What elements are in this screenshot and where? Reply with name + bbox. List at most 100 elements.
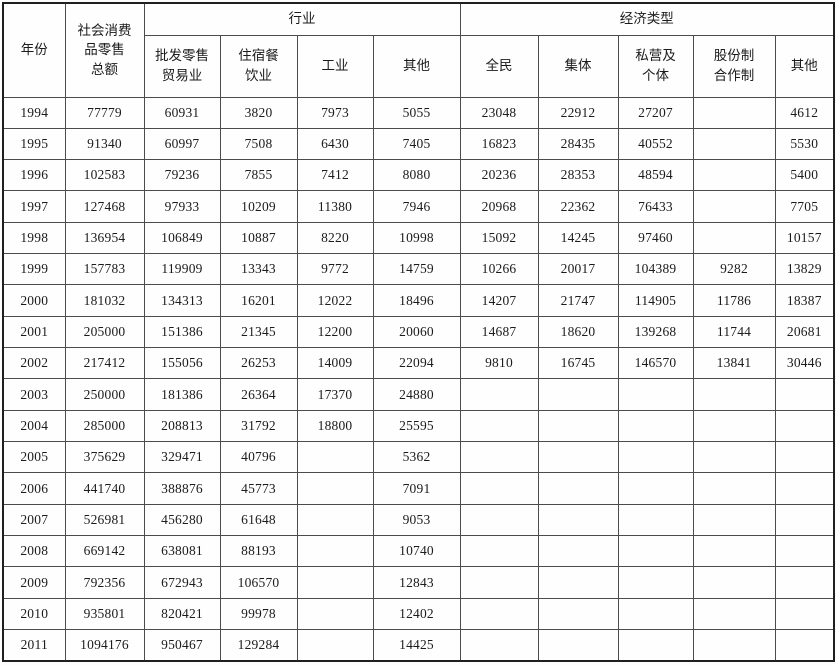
year-cell: 2006 — [2, 472, 66, 505]
value-cell — [692, 566, 776, 599]
value-cell: 97460 — [617, 221, 694, 255]
table-row: 2009 792356 672943 106570 12843 — [2, 566, 835, 599]
value-cell: 28435 — [537, 127, 619, 161]
table-row: 2011 1094176 950467 129284 14425 — [2, 629, 835, 662]
value-cell — [459, 629, 539, 662]
value-cell — [537, 597, 619, 631]
value-cell: 10887 — [219, 221, 298, 255]
table-row: 1996 102583 79236 7855 7412 8080 20236 28353 485… — [2, 159, 835, 192]
value-cell: 7705 — [774, 190, 835, 223]
value-cell: 7405 — [372, 127, 461, 161]
value-cell — [774, 535, 835, 568]
year-cell: 2008 — [2, 535, 66, 568]
value-cell — [296, 503, 374, 537]
value-cell — [617, 597, 694, 631]
table-header: 年份 社会消费 品零售 总额 行业 经济类型 批发零售 贸易业 住宿餐 饮业 工… — [2, 2, 835, 98]
value-cell — [459, 441, 539, 474]
value-cell: 129284 — [219, 629, 298, 662]
value-cell: 91340 — [64, 127, 145, 161]
value-cell: 14207 — [459, 284, 539, 317]
value-cell: 106570 — [219, 566, 298, 599]
table-row: 2003 250000 181386 26364 17370 24880 — [2, 378, 835, 411]
value-cell: 88193 — [219, 535, 298, 568]
value-cell — [296, 472, 374, 505]
value-cell: 119909 — [143, 253, 221, 286]
value-cell: 18496 — [372, 284, 461, 317]
value-cell — [296, 597, 374, 631]
value-cell: 40796 — [219, 441, 298, 474]
value-cell: 24880 — [372, 378, 461, 411]
value-cell: 8080 — [372, 159, 461, 192]
value-cell — [617, 535, 694, 568]
value-cell — [774, 503, 835, 537]
header-cell-private-individual: 私营及 个体 — [617, 34, 694, 98]
value-cell: 48594 — [617, 159, 694, 192]
value-cell — [692, 597, 776, 631]
value-cell: 10740 — [372, 535, 461, 568]
value-cell: 21345 — [219, 315, 298, 349]
value-cell: 456280 — [143, 503, 221, 537]
value-cell — [774, 629, 835, 662]
table-row: 2001 205000 151386 21345 12200 20060 14687 1862… — [2, 315, 835, 349]
value-cell: 10157 — [774, 221, 835, 255]
value-cell: 250000 — [64, 378, 145, 411]
value-cell: 127468 — [64, 190, 145, 223]
value-cell: 102583 — [64, 159, 145, 192]
table-row: 2005 375629 329471 40796 5362 — [2, 441, 835, 474]
header-cell-industry-other: 其他 — [372, 34, 461, 98]
value-cell: 9772 — [296, 253, 374, 286]
value-cell: 7508 — [219, 127, 298, 161]
table-row: 2006 441740 388876 45773 7091 — [2, 472, 835, 505]
value-cell — [692, 378, 776, 411]
value-cell — [617, 472, 694, 505]
value-cell: 329471 — [143, 441, 221, 474]
table-row: 1998 136954 106849 10887 8220 10998 15092 14245… — [2, 221, 835, 255]
value-cell — [774, 597, 835, 631]
value-cell: 60931 — [143, 96, 221, 129]
header-cell-wholesale-retail: 批发零售 贸易业 — [143, 34, 221, 98]
header-cell-industry: 工业 — [296, 34, 374, 98]
value-cell: 20968 — [459, 190, 539, 223]
year-cell: 1995 — [2, 127, 66, 161]
value-cell — [692, 221, 776, 255]
value-cell: 13343 — [219, 253, 298, 286]
year-cell: 2009 — [2, 566, 66, 599]
value-cell — [296, 629, 374, 662]
year-cell: 2000 — [2, 284, 66, 317]
value-cell — [537, 535, 619, 568]
value-cell: 5530 — [774, 127, 835, 161]
value-cell: 7855 — [219, 159, 298, 192]
value-cell: 950467 — [143, 629, 221, 662]
table-row: 2010 935801 820421 99978 12402 — [2, 597, 835, 631]
value-cell: 4612 — [774, 96, 835, 129]
value-cell: 99978 — [219, 597, 298, 631]
value-cell: 30446 — [774, 347, 835, 380]
value-cell — [459, 597, 539, 631]
value-cell: 6430 — [296, 127, 374, 161]
value-cell: 375629 — [64, 441, 145, 474]
value-cell — [692, 441, 776, 474]
table-row: 1995 91340 60997 7508 6430 7405 16823 28435 4055… — [2, 127, 835, 161]
value-cell: 820421 — [143, 597, 221, 631]
value-cell: 139268 — [617, 315, 694, 349]
value-cell: 11786 — [692, 284, 776, 317]
value-cell: 155056 — [143, 347, 221, 380]
value-cell: 8220 — [296, 221, 374, 255]
year-cell: 1999 — [2, 253, 66, 286]
value-cell: 11380 — [296, 190, 374, 223]
header-cell-total-retail: 社会消费 品零售 总额 — [64, 2, 145, 98]
value-cell: 22912 — [537, 96, 619, 129]
value-cell — [692, 629, 776, 662]
value-cell — [617, 503, 694, 537]
value-cell: 40552 — [617, 127, 694, 161]
value-cell — [537, 409, 619, 443]
value-cell: 20017 — [537, 253, 619, 286]
year-cell: 1997 — [2, 190, 66, 223]
value-cell: 181032 — [64, 284, 145, 317]
year-cell: 2010 — [2, 597, 66, 631]
value-cell: 205000 — [64, 315, 145, 349]
value-cell: 181386 — [143, 378, 221, 411]
value-cell: 10266 — [459, 253, 539, 286]
value-cell: 9053 — [372, 503, 461, 537]
